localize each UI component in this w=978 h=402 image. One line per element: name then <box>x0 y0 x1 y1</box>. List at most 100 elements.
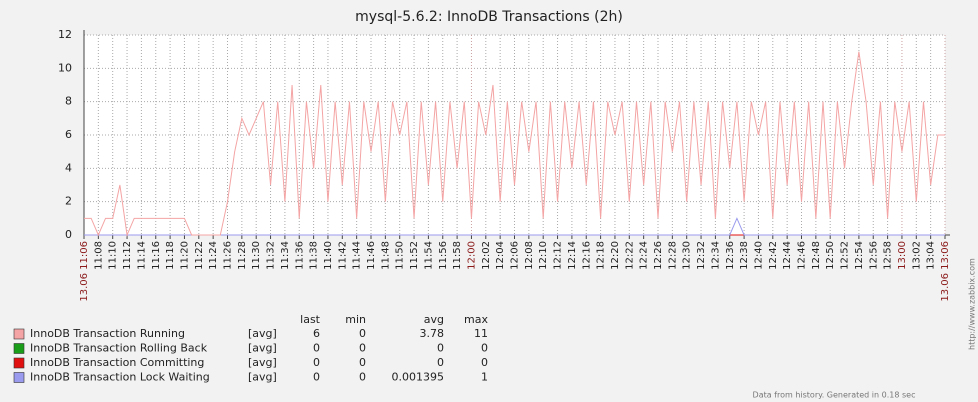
legend-value: 0 <box>437 356 444 369</box>
legend-value: 6 <box>313 327 320 340</box>
x-tick-label: 12:48 <box>811 241 822 270</box>
legend-value: 0 <box>313 371 320 384</box>
watermark: http://www.zabbix.com <box>968 258 977 350</box>
y-tick-label: 2 <box>65 195 72 208</box>
x-tick-label: 12:56 <box>868 241 879 270</box>
legend-func: [avg] <box>248 342 277 355</box>
legend-value: 11 <box>474 327 488 340</box>
legend-value: 0 <box>359 371 366 384</box>
legend-value: 0 <box>313 342 320 355</box>
legend-swatch <box>13 343 25 354</box>
legend-header: max <box>464 313 488 326</box>
x-tick-label: 12:32 <box>696 241 707 270</box>
x-tick-label: 11:50 <box>395 241 406 270</box>
x-tick-label: 11:18 <box>165 241 176 270</box>
y-tick-label: 6 <box>65 128 72 141</box>
x-tick-label: 12:44 <box>782 241 793 270</box>
x-tick-label: 11:42 <box>337 241 348 270</box>
x-tick-label: 11:38 <box>309 241 320 270</box>
y-tick-label: 0 <box>65 228 72 241</box>
x-tick-label: 11:12 <box>122 241 133 270</box>
legend-value: 0.001395 <box>392 371 445 384</box>
x-tick-label: 11:20 <box>179 241 190 270</box>
x-tick-label: 12:24 <box>639 241 650 270</box>
x-tick-label: 11:16 <box>151 241 162 270</box>
x-tick-label: 11:40 <box>323 241 334 270</box>
x-tick-label: 12:42 <box>768 241 779 270</box>
x-tick-label: 11:36 <box>294 241 305 270</box>
x-tick-label: 13:02 <box>911 241 922 270</box>
legend-value: 1 <box>481 371 488 384</box>
x-tick-label: 11:54 <box>423 241 434 270</box>
legend-name: InnoDB Transaction Committing <box>30 356 204 369</box>
x-tick-label: 12:46 <box>797 241 808 270</box>
x-tick-label: 11:22 <box>194 241 205 270</box>
x-tick-label: 12:04 <box>495 241 506 270</box>
x-tick-label: 12:06 <box>510 241 521 270</box>
x-tick-label: 12:00 <box>466 241 477 270</box>
x-tick-label: 12:26 <box>653 241 664 270</box>
x-tick-label: 12:12 <box>553 241 564 270</box>
legend-value: 3.78 <box>420 327 445 340</box>
x-tick-label: 11:10 <box>108 241 119 270</box>
x-tick-label: 12:28 <box>667 241 678 270</box>
legend-func: [avg] <box>248 371 277 384</box>
x-tick-label: 11:14 <box>136 241 147 270</box>
legend-name: InnoDB Transaction Rolling Back <box>30 342 208 355</box>
x-tick-label: 12:38 <box>739 241 750 270</box>
y-tick-label: 4 <box>65 161 72 174</box>
x-tick-label: 11:08 <box>93 241 104 270</box>
legend-header: min <box>345 313 366 326</box>
x-tick-label: 11:34 <box>280 241 291 270</box>
x-tick-label: 12:18 <box>596 241 607 270</box>
x-tick-label: 12:08 <box>524 241 535 270</box>
legend-value: 0 <box>359 342 366 355</box>
x-tick-label: 13:00 <box>897 241 908 270</box>
x-tick-label: 13.06 13:06 <box>940 241 951 302</box>
series-line <box>84 51 945 237</box>
legend-swatch <box>13 372 25 383</box>
x-tick-label: 12:10 <box>538 241 549 270</box>
x-tick-label: 11:56 <box>438 241 449 270</box>
x-tick-label: 12:58 <box>883 241 894 270</box>
y-tick-label: 8 <box>65 95 72 108</box>
x-tick-label: 11:44 <box>352 241 363 270</box>
x-tick-label: 11:46 <box>366 241 377 270</box>
legend-func: [avg] <box>248 327 277 340</box>
legend-swatch <box>13 328 25 340</box>
x-tick-label: 12:54 <box>854 241 865 270</box>
x-tick-label: 12:52 <box>840 241 851 270</box>
legend-value: 0 <box>481 356 488 369</box>
x-tick-label: 13:04 <box>926 241 937 270</box>
legend-swatch <box>13 357 25 369</box>
x-tick-label: 13.06 11:06 <box>79 241 90 302</box>
x-tick-label: 12:02 <box>481 241 492 270</box>
x-tick-label: 12:30 <box>682 241 693 270</box>
x-tick-label: 11:28 <box>237 241 248 270</box>
legend-name: InnoDB Transaction Lock Waiting <box>30 371 210 384</box>
x-tick-label: 11:48 <box>380 241 391 270</box>
x-tick-label: 12:22 <box>624 241 635 270</box>
x-tick-label: 11:24 <box>208 241 219 270</box>
legend-value: 0 <box>437 342 444 355</box>
x-tick-label: 12:16 <box>581 241 592 270</box>
x-tick-label: 11:58 <box>452 241 463 270</box>
legend-header: last <box>300 313 321 326</box>
x-tick-label: 12:40 <box>753 241 764 270</box>
legend-value: 0 <box>313 356 320 369</box>
legend-value: 0 <box>481 342 488 355</box>
x-tick-label: 12:14 <box>567 241 578 270</box>
legend-value: 0 <box>359 327 366 340</box>
legend-func: [avg] <box>248 356 277 369</box>
x-tick-label: 12:36 <box>725 241 736 270</box>
x-tick-label: 12:50 <box>825 241 836 270</box>
footer: Data from history. Generated in 0.18 sec <box>753 391 916 400</box>
series-line <box>84 217 945 236</box>
chart-title: mysql-5.6.2: InnoDB Transactions (2h) <box>355 9 623 25</box>
x-tick-label: 11:52 <box>409 241 420 270</box>
y-tick-label: 12 <box>58 28 72 41</box>
x-tick-label: 12:20 <box>610 241 621 270</box>
legend-name: InnoDB Transaction Running <box>30 327 185 340</box>
x-tick-label: 11:30 <box>251 241 262 270</box>
